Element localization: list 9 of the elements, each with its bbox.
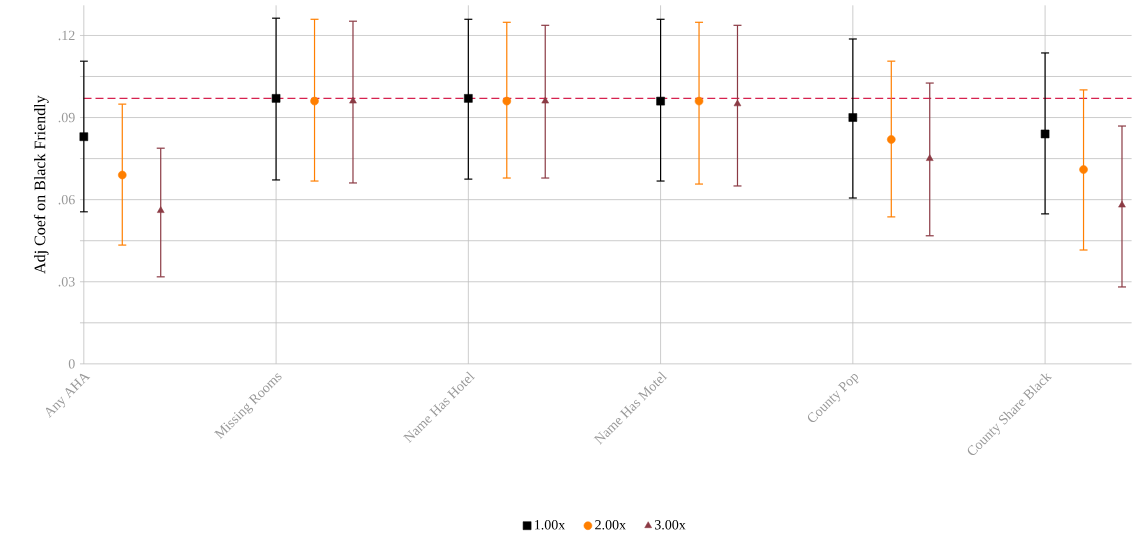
y-tick-label: 0 xyxy=(68,359,75,369)
legend-label: 3.00x xyxy=(654,520,686,530)
y-tick-label: .12 xyxy=(58,30,75,41)
y-tick-label: .06 xyxy=(58,195,75,205)
y-tick-label: .09 xyxy=(58,112,75,123)
legend-label: 1.00x xyxy=(535,520,566,530)
legend-label: 2.00x xyxy=(595,520,626,530)
y-tick-label: .03 xyxy=(58,277,75,287)
y-axis-title: Adj Coef on Black Friendly xyxy=(33,95,49,274)
